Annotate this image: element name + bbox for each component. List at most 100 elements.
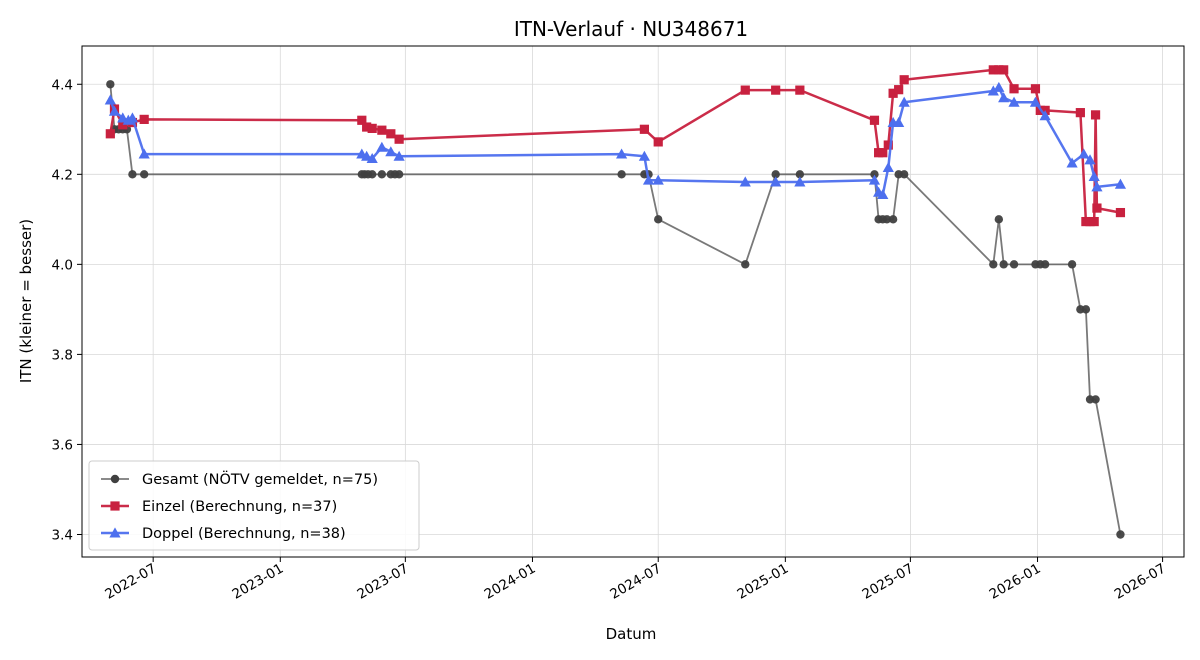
y-tick-label: 4.4 bbox=[52, 77, 73, 93]
y-tick-label: 3.8 bbox=[52, 347, 73, 363]
data-point-gesamt bbox=[989, 260, 998, 269]
data-point-doppel bbox=[1029, 96, 1042, 107]
data-point-einzel bbox=[394, 134, 404, 144]
data-point-einzel bbox=[894, 85, 904, 95]
data-point-gesamt bbox=[741, 260, 750, 269]
data-point-einzel bbox=[994, 65, 1004, 75]
legend-label-gesamt: Gesamt (NÖTV gemeldet, n=75) bbox=[142, 470, 378, 488]
legend-label-doppel: Doppel (Berechnung, n=38) bbox=[142, 526, 346, 542]
data-point-einzel bbox=[377, 125, 387, 135]
legend-label-einzel: Einzel (Berechnung, n=37) bbox=[142, 499, 337, 515]
data-point-doppel bbox=[868, 174, 881, 185]
legend-box bbox=[88, 460, 420, 551]
data-point-doppel bbox=[1084, 154, 1096, 165]
y-tick-label: 4.0 bbox=[52, 257, 73, 273]
legend-entry-doppel: Doppel (Berechnung, n=38) bbox=[101, 526, 346, 542]
y-tick-label: 3.6 bbox=[52, 437, 73, 453]
data-point-doppel bbox=[1039, 110, 1051, 121]
data-point-einzel bbox=[899, 75, 909, 85]
data-point-doppel bbox=[1066, 157, 1078, 168]
x-axis-label: Datum bbox=[606, 625, 657, 643]
data-point-doppel bbox=[366, 152, 378, 164]
legend-marker-gesamt bbox=[110, 474, 120, 484]
data-point-einzel bbox=[362, 122, 372, 132]
data-point-einzel bbox=[105, 129, 115, 139]
data-point-doppel bbox=[126, 112, 139, 123]
legend-marker-doppel bbox=[109, 527, 121, 538]
data-point-doppel bbox=[1091, 181, 1103, 192]
data-point-doppel bbox=[1088, 170, 1100, 182]
data-point-einzel bbox=[1009, 84, 1019, 94]
data-point-doppel bbox=[739, 176, 751, 187]
legend-marker-einzel bbox=[110, 501, 120, 511]
data-point-doppel bbox=[138, 148, 150, 159]
data-point-einzel bbox=[740, 85, 750, 95]
y-tick-label: 4.2 bbox=[52, 167, 73, 183]
data-point-doppel bbox=[104, 94, 116, 105]
data-point-doppel bbox=[385, 146, 397, 157]
data-point-gesamt bbox=[128, 170, 137, 179]
series-layer bbox=[104, 65, 1127, 539]
data-point-doppel bbox=[898, 96, 910, 107]
data-point-gesamt bbox=[1081, 305, 1091, 314]
data-point-gesamt bbox=[999, 260, 1008, 269]
data-point-einzel bbox=[139, 114, 149, 124]
data-point-gesamt bbox=[1116, 530, 1125, 539]
data-point-doppel bbox=[638, 150, 650, 161]
data-point-gesamt bbox=[1009, 260, 1019, 269]
data-point-gesamt bbox=[771, 170, 780, 179]
data-point-doppel bbox=[1008, 96, 1020, 107]
data-point-einzel bbox=[367, 123, 377, 133]
data-point-gesamt bbox=[870, 170, 879, 179]
data-point-einzel bbox=[988, 65, 998, 75]
data-point-doppel bbox=[616, 148, 628, 159]
y-tick-label: 3.4 bbox=[52, 527, 73, 543]
data-point-doppel bbox=[893, 116, 905, 128]
data-point-doppel bbox=[882, 161, 894, 173]
data-point-gesamt bbox=[994, 215, 1004, 224]
data-point-einzel bbox=[771, 85, 781, 95]
data-point-einzel bbox=[1089, 216, 1099, 227]
data-point-einzel bbox=[878, 148, 888, 158]
data-point-doppel bbox=[877, 188, 889, 200]
series-doppel bbox=[104, 81, 1127, 200]
data-point-einzel bbox=[357, 115, 367, 125]
legend: Gesamt (NÖTV gemeldet, n=75) Einzel (Bere… bbox=[88, 460, 420, 551]
data-point-einzel bbox=[1115, 207, 1126, 218]
data-point-doppel bbox=[987, 85, 999, 96]
data-point-doppel bbox=[642, 174, 655, 185]
data-point-doppel bbox=[998, 92, 1010, 103]
chart-title: ITN-Verlauf · NU348671 bbox=[514, 17, 748, 41]
data-point-einzel bbox=[1092, 203, 1102, 213]
data-point-gesamt bbox=[367, 170, 377, 179]
data-point-einzel bbox=[869, 115, 880, 125]
data-point-einzel bbox=[639, 124, 649, 134]
data-point-einzel bbox=[999, 65, 1009, 75]
data-point-einzel bbox=[883, 140, 893, 150]
data-point-doppel bbox=[1114, 178, 1127, 189]
data-point-gesamt bbox=[617, 170, 626, 179]
data-point-einzel bbox=[118, 120, 128, 130]
data-point-gesamt bbox=[1040, 260, 1050, 269]
data-point-einzel bbox=[795, 85, 805, 95]
data-point-einzel bbox=[386, 129, 396, 139]
data-point-einzel bbox=[1030, 84, 1041, 94]
data-point-doppel bbox=[770, 176, 782, 187]
data-point-gesamt bbox=[106, 80, 115, 89]
data-point-gesamt bbox=[1067, 260, 1077, 269]
data-point-doppel bbox=[393, 150, 405, 161]
data-point-gesamt bbox=[139, 170, 149, 179]
data-point-doppel bbox=[108, 105, 121, 116]
data-point-gesamt bbox=[899, 170, 909, 179]
data-point-einzel bbox=[1075, 108, 1085, 118]
data-point-doppel bbox=[376, 141, 388, 152]
data-point-einzel bbox=[653, 137, 663, 147]
data-point-einzel bbox=[888, 88, 898, 98]
legend-entry-einzel: Einzel (Berechnung, n=37) bbox=[101, 499, 337, 515]
data-point-gesamt bbox=[882, 215, 892, 224]
y-axis-label: ITN (kleiner = besser) bbox=[17, 219, 35, 383]
data-point-gesamt bbox=[795, 170, 805, 179]
data-point-doppel bbox=[993, 81, 1005, 92]
